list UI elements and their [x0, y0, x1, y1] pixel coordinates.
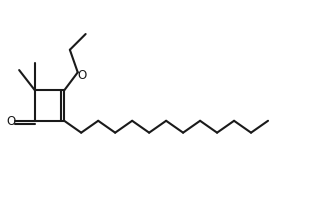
- Text: O: O: [77, 69, 86, 82]
- Text: O: O: [6, 114, 15, 127]
